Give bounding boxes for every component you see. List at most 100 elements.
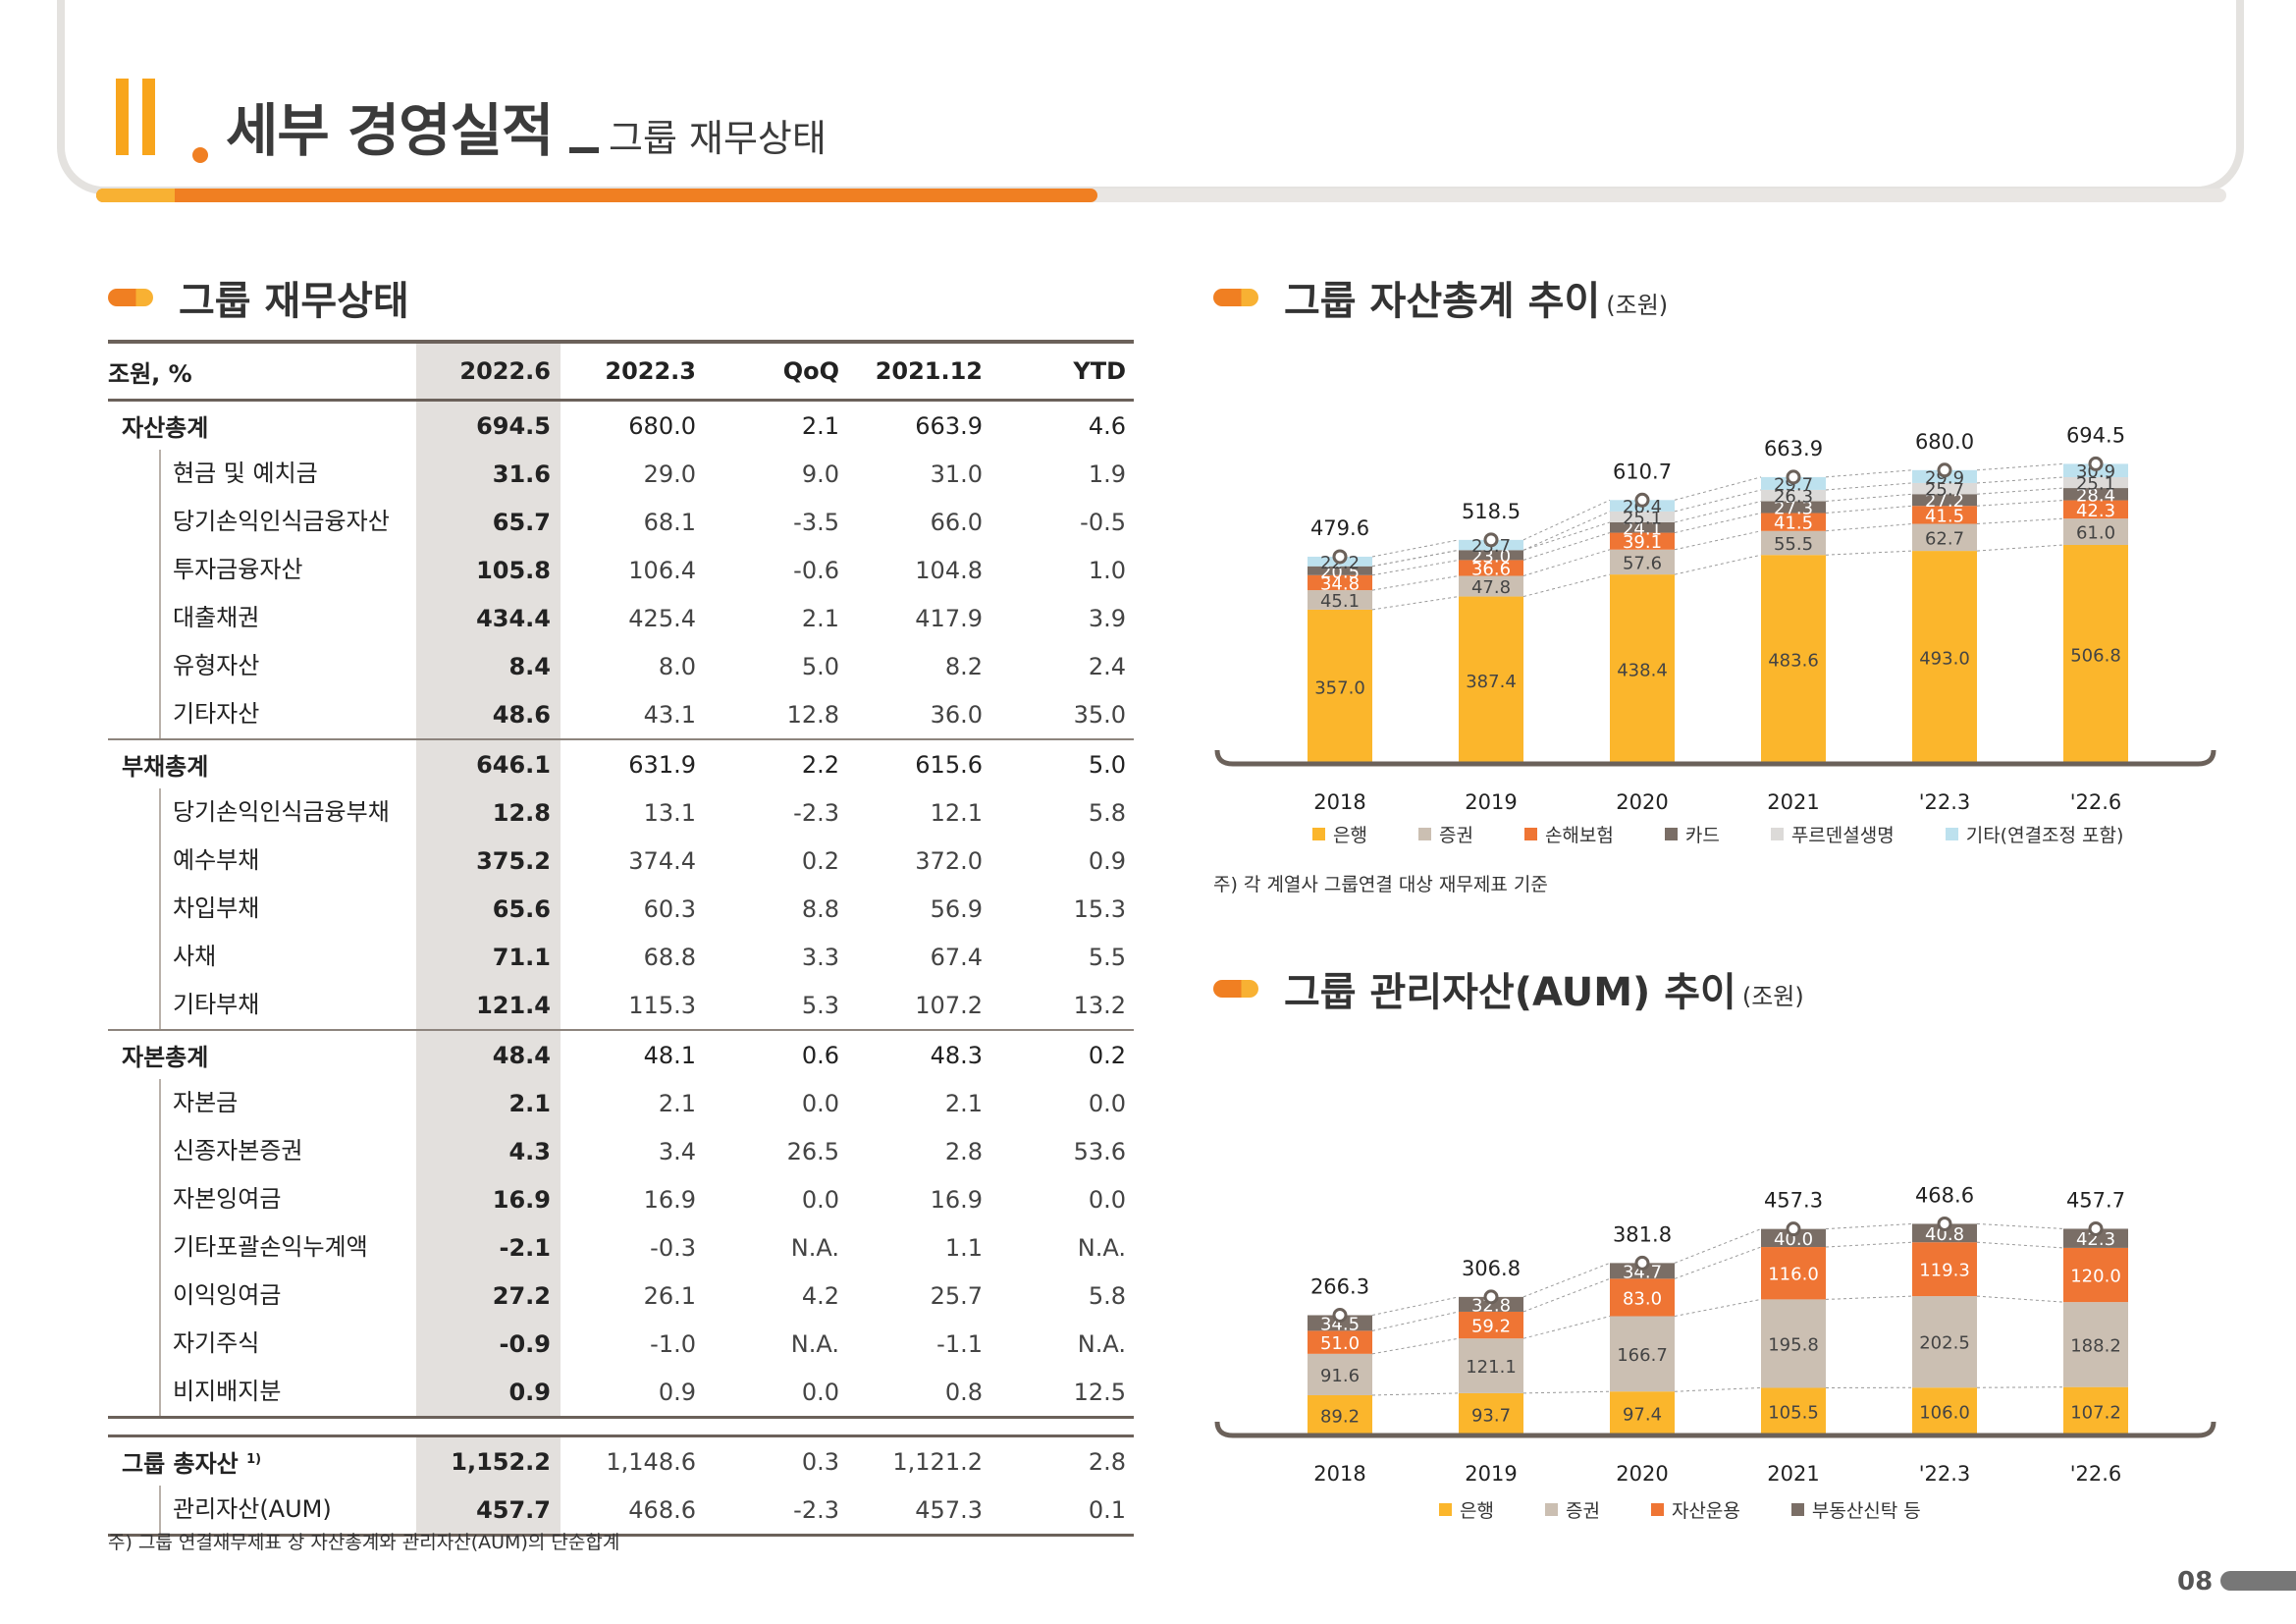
data-label: 493.0: [1919, 649, 1970, 670]
row-label: 기타부채: [108, 981, 416, 1030]
category-label: 2018: [1313, 1462, 1365, 1486]
bar-segment: [1308, 574, 1372, 591]
bar-segment: [1308, 1315, 1372, 1331]
table-row: 유형자산 8.4 8.0 5.0 8.2 2.4: [108, 642, 1134, 690]
cell-value: 663.9: [847, 399, 990, 450]
trend-line: [1674, 1298, 1762, 1318]
x-axis: [1214, 749, 2216, 767]
legend-swatch: [1790, 1503, 1804, 1516]
trend-line: [1976, 1295, 2064, 1303]
data-label: 26.3: [1774, 487, 1813, 508]
trend-line: [1825, 493, 1913, 503]
cell-value: 106.4: [628, 556, 696, 584]
bullet-pill-icon: [1213, 289, 1258, 306]
legend-item: 증권: [1544, 1496, 1600, 1523]
bar-segment: [1761, 489, 1826, 502]
cell-value: 1.9: [1088, 460, 1126, 488]
data-label: 24.1: [1623, 518, 1662, 539]
category-label: '22.3: [1919, 790, 1971, 814]
legend-item: 증권: [1417, 821, 1473, 847]
row-label: 현금 및 예치금: [108, 450, 416, 498]
total-marker: [1332, 549, 1348, 565]
cell-value: 1,148.6: [561, 1435, 704, 1486]
total-label: 306.8: [1462, 1257, 1521, 1280]
cell-value: 43.1: [643, 700, 696, 729]
data-label: 20.5: [1320, 562, 1360, 582]
trend-line: [1674, 501, 1762, 523]
bar-segment: [1761, 1387, 1826, 1435]
cell-value: 13.1: [643, 798, 696, 827]
total-label: 381.8: [1613, 1222, 1672, 1246]
bar-segment: [1912, 506, 1977, 524]
cell-value: 121.4: [416, 981, 561, 1030]
trend-line: [1976, 1241, 2064, 1249]
data-label: 30.9: [2076, 461, 2115, 482]
total-label: 610.7: [1613, 460, 1672, 483]
data-label: 55.5: [1774, 534, 1813, 555]
trend-line: [1371, 549, 1460, 568]
row-label: 자본금: [108, 1079, 416, 1127]
cell-value: 646.1: [416, 738, 561, 788]
bullet-pill-icon: [1213, 980, 1258, 998]
cell-value: 0.3: [704, 1435, 847, 1486]
data-label: 506.8: [2070, 646, 2121, 667]
bar-segment: [1912, 494, 1977, 507]
bar-segment: [1610, 532, 1675, 550]
data-label: 188.2: [2070, 1335, 2121, 1356]
bar-segment: [1308, 1330, 1372, 1354]
spacer-row: [108, 1418, 1134, 1436]
trend-line: [1976, 517, 2064, 524]
cell-value: 53.6: [1073, 1137, 1126, 1165]
table-body: 자산총계 694.5 680.0 2.1 663.9 4.6 현금 및 예치금 31.6 29.…: [108, 399, 1134, 1537]
header-period: 2021.12: [847, 340, 990, 402]
cell-value: 0.6: [704, 1029, 847, 1079]
trend-line: [1674, 489, 1762, 513]
legend-label: 기타(연결조정 포함): [1965, 825, 2124, 846]
data-label: 42.3: [2076, 501, 2115, 521]
bar-segment: [2063, 545, 2128, 764]
bar-segment: [2063, 1247, 2128, 1303]
row-label: 사채: [108, 933, 416, 981]
table-row: 자산총계 694.5 680.0 2.1 663.9 4.6: [108, 399, 1134, 450]
trend-line: [1674, 554, 1762, 575]
cell-value: -0.3: [650, 1233, 696, 1262]
cell-value: N.A.: [1077, 1329, 1126, 1358]
bar-segment: [1459, 1392, 1523, 1435]
data-label: 41.5: [1925, 506, 1964, 526]
cell-value: 104.8: [915, 556, 983, 584]
cell-value: 2.1: [801, 604, 839, 632]
data-label: 121.1: [1466, 1357, 1517, 1378]
bar-segment: [2063, 1386, 2128, 1435]
trend-line: [1976, 1386, 2064, 1388]
cell-value: 16.9: [416, 1175, 561, 1223]
cell-value: 631.9: [561, 738, 704, 788]
trend-line: [1976, 487, 2064, 495]
row-label: 이익잉여금: [108, 1272, 416, 1320]
bar-segment: [1610, 574, 1675, 764]
trend-line: [1825, 1222, 1913, 1230]
legend-label: 증권: [1565, 1500, 1600, 1522]
data-label: 29.9: [1925, 467, 1964, 488]
data-label: 32.8: [1471, 1295, 1511, 1316]
bar-segment: [1912, 551, 1977, 764]
bar-segment: [1459, 560, 1523, 576]
cell-value: 374.4: [628, 846, 696, 875]
data-label: 34.7: [1623, 1262, 1662, 1282]
bar-segment: [1459, 596, 1523, 764]
row-label: 투자금융자산: [108, 546, 416, 594]
data-label: 62.7: [1925, 528, 1964, 549]
cell-value: 0.1: [990, 1486, 1134, 1537]
cell-value: 48.4: [416, 1029, 561, 1079]
trend-line: [1371, 539, 1460, 558]
row-label: 그룹 총자산 1): [108, 1435, 416, 1486]
bar-segment: [2063, 488, 2128, 501]
page-subtitle: 그룹 재무상태: [609, 117, 827, 160]
bar-segment: [1308, 1394, 1372, 1435]
cell-value: 457.7: [416, 1486, 561, 1537]
data-label: 195.8: [1768, 1334, 1819, 1355]
data-label: 91.6: [1320, 1366, 1360, 1386]
cell-value: 8.2: [944, 652, 983, 680]
cell-value: -0.9: [416, 1320, 561, 1368]
total-marker: [1483, 532, 1499, 548]
trend-line: [1522, 1390, 1611, 1394]
